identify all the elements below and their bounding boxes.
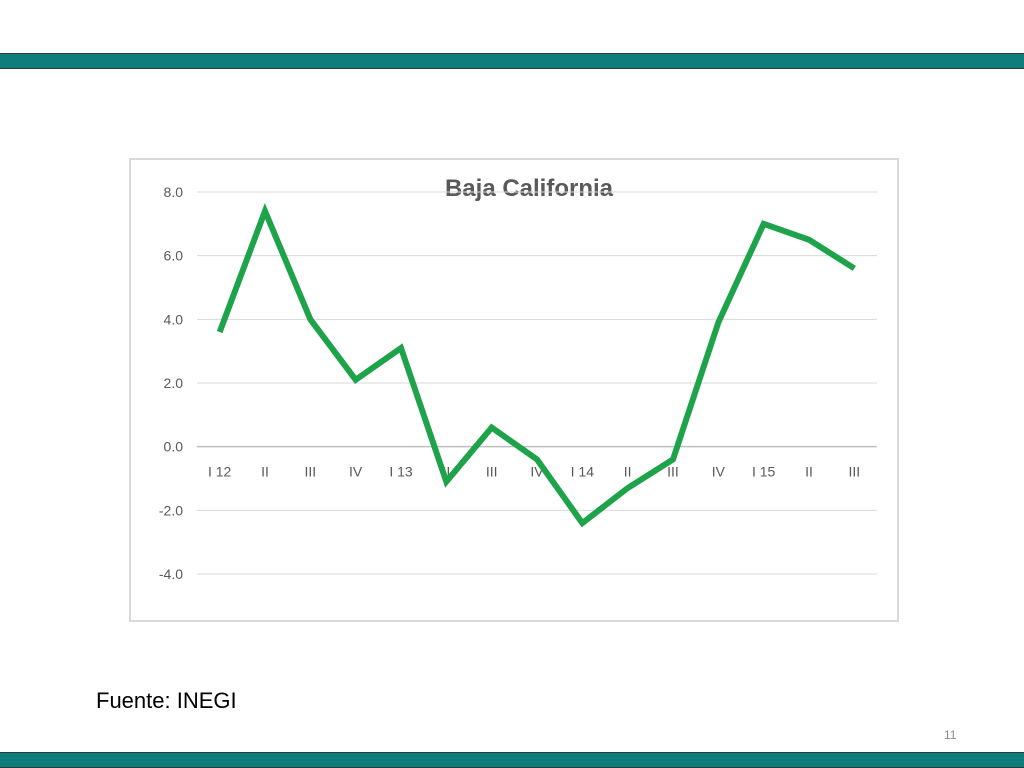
x-tick-label: I 15 bbox=[752, 464, 776, 480]
x-tick-label: IV bbox=[349, 464, 363, 480]
y-axis-labels: 8.0 6.0 4.0 2.0 0.0 -2.0 -4.0 bbox=[159, 184, 183, 582]
x-axis-labels: I 12 II III IV I 13 II III IV I 14 II III IV I 15 II I… bbox=[208, 464, 860, 480]
series-layer bbox=[216, 202, 856, 528]
x-tick-label: III bbox=[667, 464, 679, 480]
x-tick-label: II bbox=[261, 464, 269, 480]
bottom-teal-band bbox=[0, 752, 1024, 768]
y-tick-label: 2.0 bbox=[164, 375, 184, 391]
page-number: 11 bbox=[944, 728, 957, 742]
source-note: Fuente: INEGI bbox=[96, 688, 237, 713]
x-tick-label: I 13 bbox=[389, 464, 413, 480]
x-tick-label: I 12 bbox=[208, 464, 232, 480]
x-tick-label: I 14 bbox=[571, 464, 595, 480]
y-tick-label: 6.0 bbox=[164, 248, 184, 264]
chart-title: Baja California bbox=[445, 175, 614, 202]
y-tick-label: -2.0 bbox=[159, 502, 183, 518]
x-tick-label: IV bbox=[712, 464, 726, 480]
y-tick-label: -4.0 bbox=[159, 566, 183, 582]
x-tick-label: III bbox=[486, 464, 498, 480]
chart-canvas: Baja California 8.06.04.02.00.0-2.0-4.0 … bbox=[159, 175, 877, 582]
line-chart: Baja California 8.0 6.0 4.0 2.0 0.0 -2.0 -4.0 … bbox=[129, 158, 899, 622]
x-tick-label: II bbox=[442, 464, 450, 480]
top-teal-band bbox=[0, 53, 1024, 69]
x-tick-label: II bbox=[805, 464, 813, 480]
x-tick-label: III bbox=[304, 464, 316, 480]
y-tick-label: 0.0 bbox=[164, 439, 184, 455]
y-tick-label: 8.0 bbox=[164, 184, 184, 200]
x-tick-label: II bbox=[624, 464, 632, 480]
x-tick-label: III bbox=[848, 464, 860, 480]
gridlines bbox=[197, 191, 877, 575]
y-tick-label: 4.0 bbox=[164, 311, 184, 327]
